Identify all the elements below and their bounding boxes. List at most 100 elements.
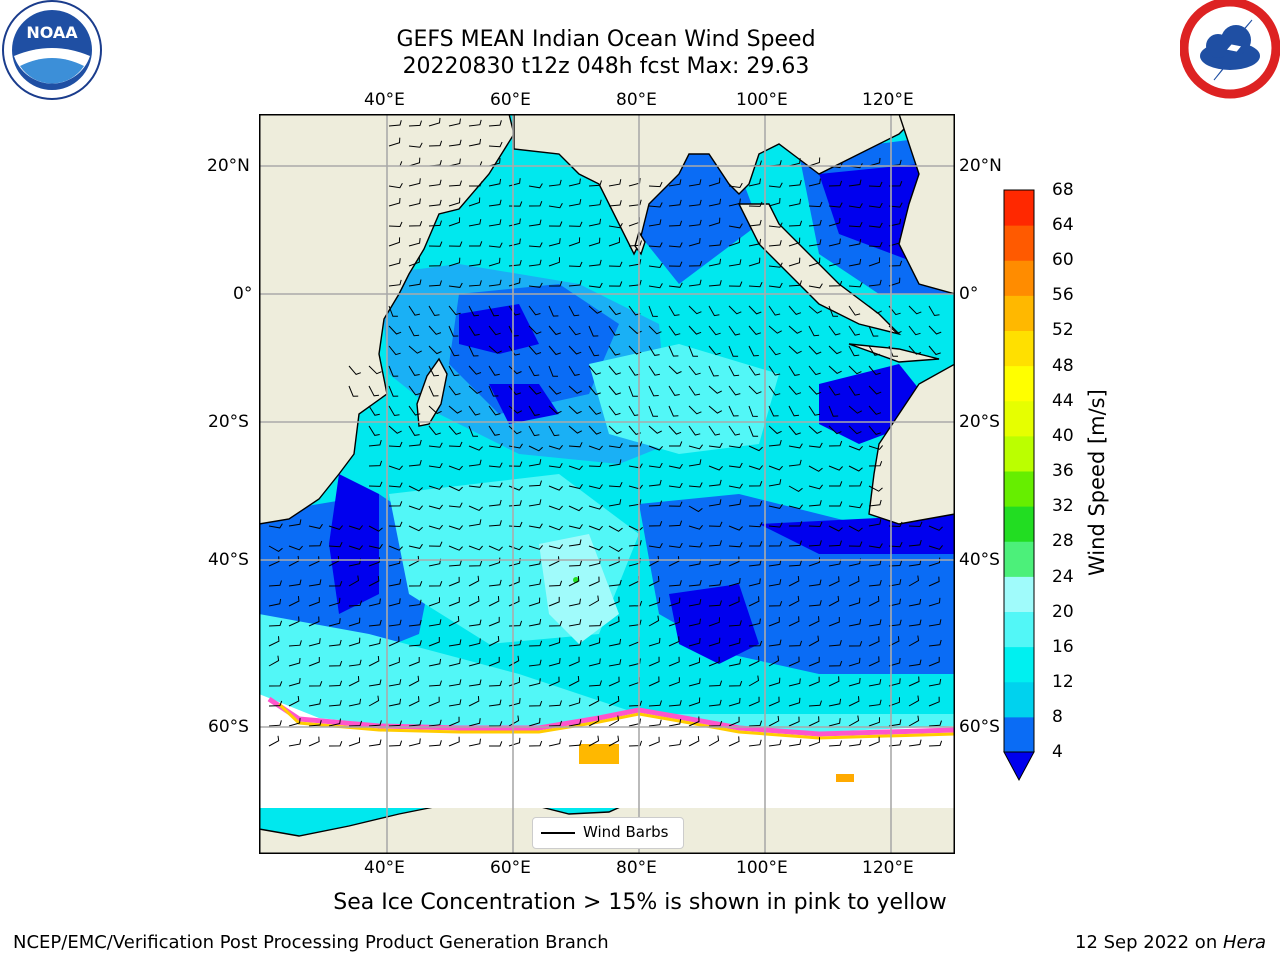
- wind-barb: [548, 676, 560, 687]
- wind-barb: [808, 737, 820, 747]
- wind-barb: [528, 717, 541, 727]
- wind-barb: [848, 641, 863, 647]
- wind-barb: [548, 238, 561, 247]
- wind-barb: [408, 485, 423, 492]
- wind-barb: [848, 179, 862, 187]
- wind-barb: [788, 385, 802, 395]
- chart-title-line2: 20220830 t12z 048h fcst Max: 29.63: [402, 54, 810, 79]
- wind-barb: [468, 575, 480, 587]
- wind-barb: [588, 715, 600, 727]
- wind-barb: [568, 442, 583, 448]
- colorbar-tick-16: 16: [1052, 637, 1074, 657]
- wind-barb: [588, 305, 602, 314]
- colorbar-extend-arrow: [1003, 751, 1035, 782]
- wind-barb: [608, 325, 620, 336]
- wind-barb: [388, 482, 403, 488]
- wind-barb: [469, 181, 483, 187]
- wind-barb: [868, 385, 882, 395]
- wind-barb: [788, 595, 800, 607]
- wind-barb: [528, 325, 542, 335]
- wind-barb: [588, 445, 603, 451]
- wind-barb: [328, 741, 343, 747]
- wind-barb: [348, 575, 360, 587]
- wind-barb: [428, 740, 442, 747]
- lat-tick-right-20n: 20°N: [959, 156, 1002, 176]
- wind-barb: [788, 739, 802, 747]
- wind-barb: [848, 576, 860, 587]
- wind-barb: [408, 439, 422, 447]
- wind-barb: [288, 616, 300, 627]
- wind-barb: [468, 259, 482, 267]
- wind-barb: [428, 524, 443, 530]
- wind-barb: [908, 739, 922, 747]
- wind-barb: [308, 657, 320, 667]
- wind-barb: [408, 543, 423, 549]
- wind-barb: [608, 365, 621, 375]
- wind-barb: [528, 425, 540, 437]
- wind-barb: [428, 442, 443, 448]
- wind-barb: [888, 678, 901, 687]
- wind-barb: [768, 696, 780, 707]
- wind-barb: [408, 385, 421, 396]
- wind-barb: [848, 696, 860, 707]
- wind-barb: [568, 465, 583, 471]
- wind-barb: [488, 596, 500, 607]
- wind-barb: [448, 257, 461, 267]
- wind-barb: [388, 657, 400, 667]
- wind-barb: [788, 305, 802, 315]
- wind-barb: [728, 658, 742, 667]
- wind-barb: [588, 325, 599, 337]
- wind-barb: [848, 525, 863, 532]
- wind-barb: [728, 345, 739, 357]
- wind-barb: [628, 325, 642, 334]
- wind-barb: [388, 521, 403, 527]
- wind-barb: [328, 618, 341, 627]
- wind-barb: [708, 720, 723, 727]
- wind-barb: [848, 258, 862, 267]
- lat-tick-right-40s: 40°S: [959, 550, 1000, 570]
- wind-barb: [528, 579, 542, 587]
- wind-barb: [668, 242, 683, 248]
- wind-barb: [608, 481, 623, 488]
- wind-barb: [768, 305, 781, 316]
- wind-barb: [648, 445, 663, 451]
- wind-barb: [488, 656, 500, 667]
- wind-barb: [728, 697, 741, 707]
- wind-barb: [808, 579, 822, 587]
- wind-barb: [788, 365, 800, 376]
- wind-barb: [408, 459, 422, 467]
- wind-barb: [408, 696, 420, 707]
- wind-barb: [568, 261, 583, 268]
- wind-barb: [469, 241, 483, 247]
- noaa-logo: NOAA: [2, 0, 102, 100]
- wind-barb: [868, 699, 882, 707]
- wind-barb: [488, 120, 502, 127]
- wind-barb: [388, 345, 401, 356]
- wind-barb: [468, 325, 480, 336]
- wind-barb: [388, 279, 402, 287]
- wind-barb: [688, 405, 702, 415]
- wind-barb: [648, 365, 660, 376]
- wind-barb: [668, 677, 680, 687]
- wind-barb: [668, 385, 680, 396]
- wind-barb: [408, 142, 423, 148]
- wind-barb: [868, 181, 883, 188]
- wind-barb: [768, 655, 780, 667]
- wind-barb: [308, 736, 320, 747]
- wind-barb: [828, 440, 843, 447]
- wind-barb: [788, 540, 802, 547]
- wind-barb: [548, 405, 562, 415]
- colorbar-tick-40: 40: [1052, 426, 1074, 446]
- wind-barb: [668, 501, 683, 507]
- wind-barb: [828, 576, 840, 587]
- wind-barb: [768, 282, 783, 288]
- wind-barb: [768, 385, 781, 396]
- wind-barb: [428, 260, 443, 267]
- wind-barb: [368, 460, 383, 467]
- wind-barb: [868, 425, 881, 435]
- wind-barb: [668, 580, 682, 587]
- wind-barb: [828, 345, 842, 355]
- wind-barb: [628, 619, 642, 627]
- wind-barb: [428, 581, 443, 587]
- wind-barb: [468, 482, 483, 488]
